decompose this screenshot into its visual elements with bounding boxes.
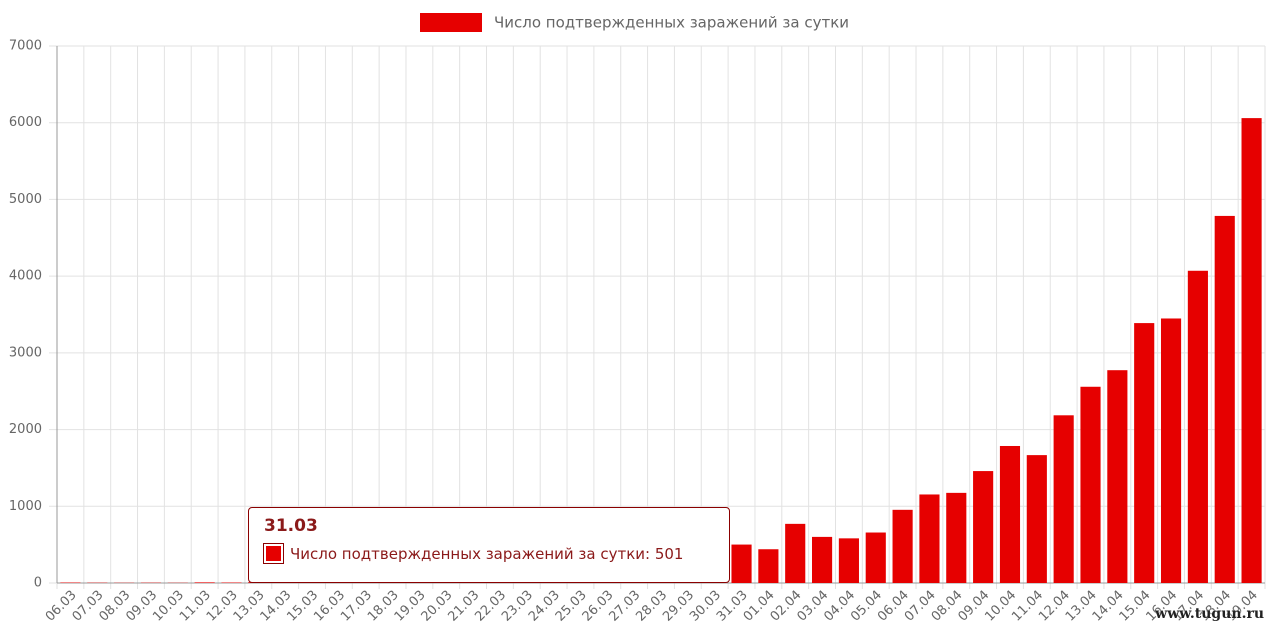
bar	[999, 445, 1021, 583]
bar	[812, 536, 833, 583]
y-tick-label: 1000	[9, 499, 42, 514]
bar	[1026, 455, 1047, 583]
bar	[1134, 323, 1155, 583]
y-tick-label: 2000	[9, 422, 42, 437]
bar	[973, 471, 994, 583]
bar	[1107, 370, 1128, 583]
bar	[1080, 386, 1101, 583]
bar	[785, 523, 806, 583]
legend-swatch	[420, 13, 482, 32]
bar	[758, 549, 779, 583]
y-tick-label: 6000	[9, 115, 42, 130]
bar	[1160, 318, 1182, 583]
bar	[865, 532, 886, 583]
tooltip-row: Число подтвержденных заражений за сутки:…	[263, 543, 714, 564]
y-tick-label: 7000	[9, 39, 42, 54]
bar	[1053, 415, 1074, 583]
bar	[1187, 270, 1208, 583]
tooltip-title: 31.03	[264, 516, 318, 536]
bar	[919, 494, 940, 583]
watermark: www.tugun.ru	[1155, 606, 1264, 622]
y-tick-label: 4000	[9, 269, 42, 284]
bar	[946, 492, 967, 583]
bar	[838, 538, 859, 583]
y-tick-label: 5000	[9, 192, 42, 207]
bar	[731, 544, 752, 583]
bar	[194, 582, 215, 583]
tooltip-value: 501	[654, 544, 684, 563]
tooltip-swatch	[263, 543, 284, 564]
y-tick-label: 0	[34, 576, 42, 591]
tooltip-label: Число подтвержденных заражений за сутки	[290, 544, 646, 563]
tooltip: 31.03 Число подтвержденных заражений за …	[248, 507, 730, 583]
y-tick-label: 3000	[9, 345, 42, 360]
bar	[1214, 215, 1235, 583]
legend-label: Число подтвержденных заражений за сутки	[494, 14, 849, 32]
tooltip-sep: :	[645, 544, 655, 563]
bar	[892, 509, 913, 583]
bar	[1241, 118, 1262, 584]
